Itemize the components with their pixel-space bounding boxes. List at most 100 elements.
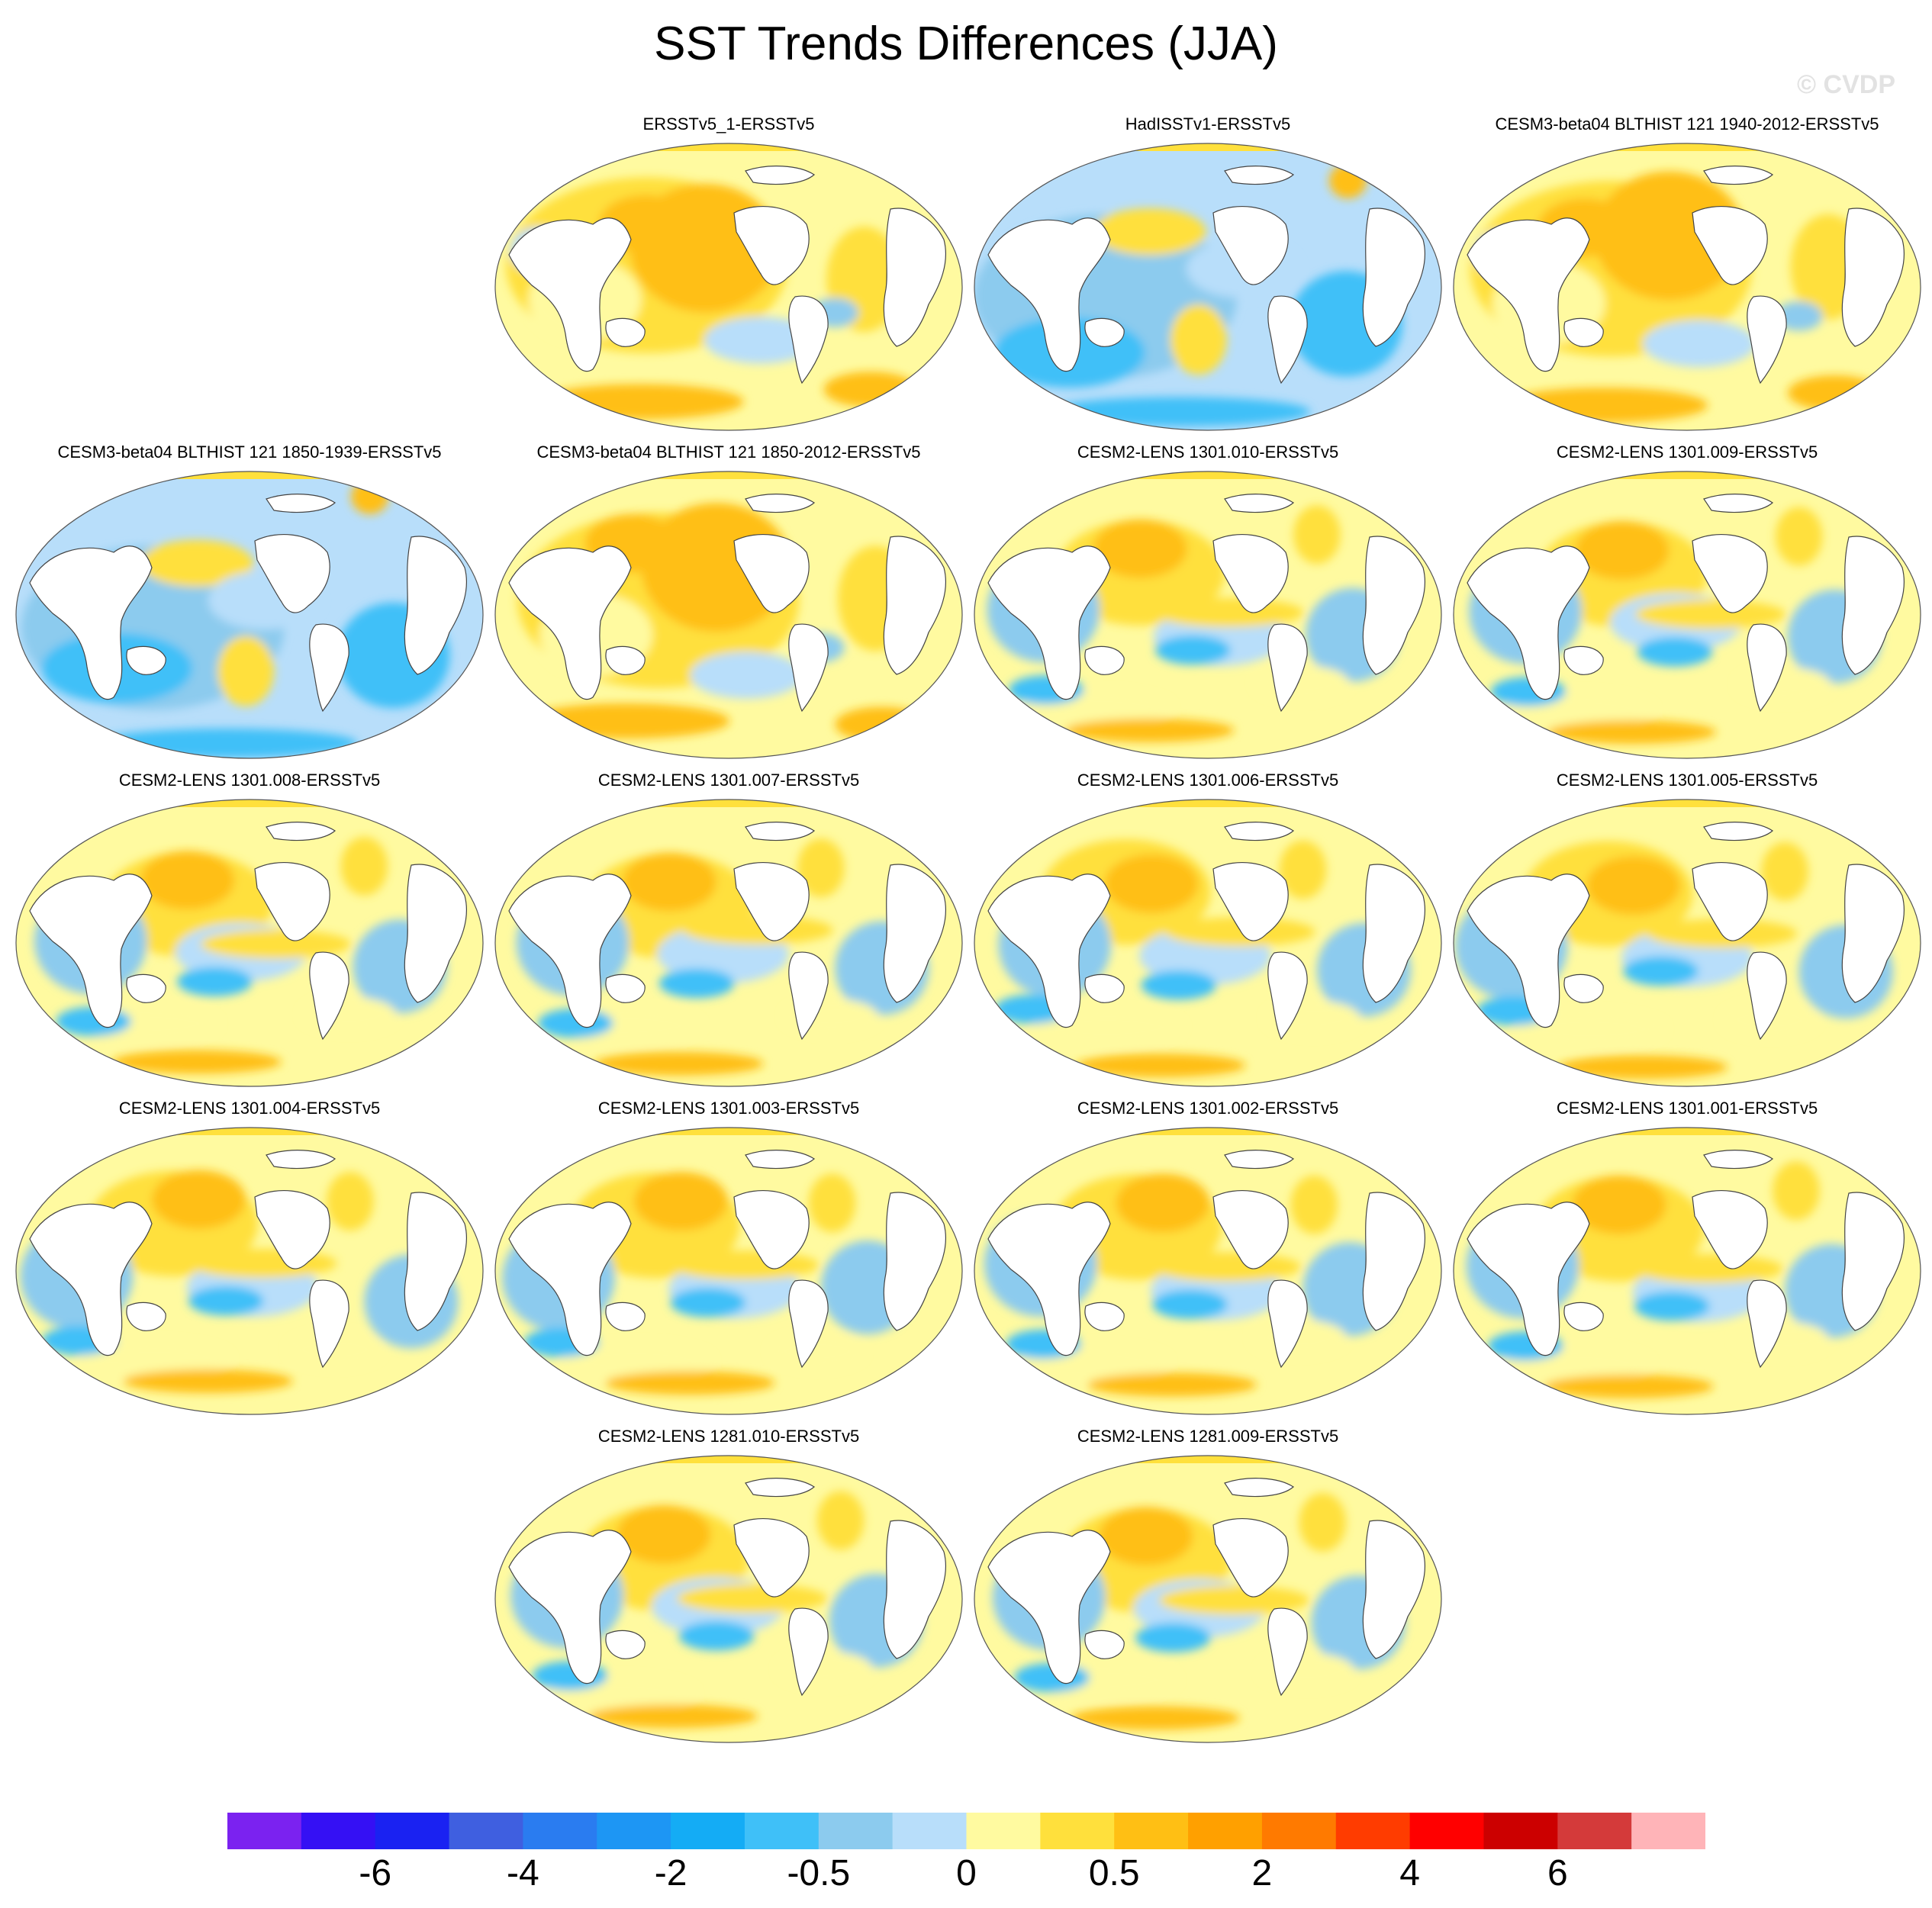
landmass [987,874,1111,1028]
landmass [1692,861,1768,941]
map-panel: CESM2-LENS 1301.007-ERSSTv5 [488,771,969,1091]
arctic-band [1454,1128,1921,1135]
sst-anomaly-region [94,728,358,758]
sst-anomaly-region [658,968,735,999]
map-panel: CESM2-LENS 1301.004-ERSSTv5 [9,1099,490,1419]
sst-anomaly-region [1087,1372,1257,1397]
landmass [508,1530,632,1684]
arctic-band [974,1128,1441,1135]
sst-anomaly-region [1632,1253,1783,1284]
map-outline [494,1127,963,1415]
landmass [1224,1150,1294,1170]
colorbar-swatch [1483,1813,1558,1849]
sst-anomaly-region [1328,162,1367,199]
sst-anomaly-region [1634,1291,1710,1321]
landmass [1563,973,1604,1003]
landmass [1703,166,1773,185]
sst-anomaly-region [588,1704,758,1728]
map-panel: CESM2-LENS 1301.008-ERSSTv5 [9,771,490,1091]
landmass [1267,623,1308,713]
map-panel: HadISSTv1-ERSSTv5 [968,114,1448,435]
map-panel: ERSSTv5_1-ERSSTv5 [488,114,969,435]
landmass [788,1279,829,1369]
colorbar-swatch [1114,1813,1189,1849]
sst-anomaly-region [1279,840,1327,899]
map-outline [494,1455,963,1743]
sst-anomaly-region [1637,637,1713,667]
landmass [1747,623,1787,713]
robinson-map [15,799,484,1087]
map-panel: CESM2-LENS 1301.002-ERSSTv5 [968,1099,1448,1419]
sst-anomaly-region [668,1250,819,1280]
map-panel: CESM2-LENS 1301.005-ERSSTv5 [1447,771,1927,1091]
colorbar-swatch [1261,1813,1337,1849]
robinson-map [974,1127,1442,1415]
map-outline [974,471,1442,759]
landmass [733,1517,810,1598]
landmass [1267,951,1308,1041]
landmass [126,645,166,675]
sst-anomaly-region [797,838,845,898]
colorbar-swatch [892,1813,967,1849]
landmass [508,217,632,372]
sst-anomaly-region [1071,1706,1240,1730]
sst-anomaly-region [1104,854,1199,913]
colorbar-tick-label: 0 [956,1853,977,1894]
sst-anomaly-region [605,1371,775,1395]
map-panel: CESM2-LENS 1301.009-ERSSTv5 [1447,442,1927,763]
arctic-band [495,143,962,151]
sst-anomaly-region [1558,1055,1728,1079]
sst-anomaly-region [1643,320,1756,368]
landmass [605,973,646,1003]
landmass [1212,861,1289,941]
robinson-map [974,143,1442,431]
landmass [1703,494,1773,513]
colorbar-tick-label: -0.5 [787,1853,851,1894]
sst-anomaly-region [1773,1161,1820,1221]
arctic-band [495,1128,962,1135]
sst-anomaly-region [177,967,253,996]
sst-anomaly-region [823,372,918,407]
arctic-band [16,800,483,807]
landmass [404,536,468,675]
map-outline [15,1127,484,1415]
landmass [1224,822,1294,841]
landmass [126,1301,166,1331]
landmass [605,317,646,347]
cvdp-credit: © CVDP [1797,70,1895,99]
panel-title: CESM2-LENS 1301.007-ERSSTv5 [597,771,860,790]
landmass [1563,317,1604,347]
colorbar-tick-label: -6 [359,1853,392,1894]
robinson-map [494,143,963,431]
sst-anomaly-region [1501,388,1708,423]
landmass [1747,951,1787,1041]
arctic-band [495,800,962,807]
landmass [1362,864,1426,1003]
map-outline [974,1455,1442,1743]
sst-anomaly-region [1164,917,1315,947]
landmass [1362,1520,1426,1659]
panel-title: CESM2-LENS 1301.008-ERSSTv5 [118,771,381,790]
landmass [508,545,632,700]
arctic-band [974,1456,1441,1463]
sst-anomaly-region [140,539,253,587]
landmass [1362,208,1426,347]
map-outline [1453,471,1921,759]
sst-anomaly-region [1761,841,1808,901]
sst-anomaly-region [79,1341,230,1377]
landmass [1747,1279,1787,1369]
landmass [254,1189,330,1269]
landmass [788,951,829,1041]
colorbar-swatch [449,1813,523,1849]
landmass [987,217,1111,372]
sst-anomaly-region [1586,856,1681,915]
landmass [404,864,468,1003]
sst-anomaly-region [704,317,817,364]
robinson-map [974,799,1442,1087]
sst-anomaly-region [1170,304,1227,375]
landmass [1224,494,1294,513]
arctic-band [974,143,1441,151]
sst-anomaly-region [351,478,389,514]
map-outline [974,143,1442,431]
sst-anomaly-region [288,1331,382,1367]
